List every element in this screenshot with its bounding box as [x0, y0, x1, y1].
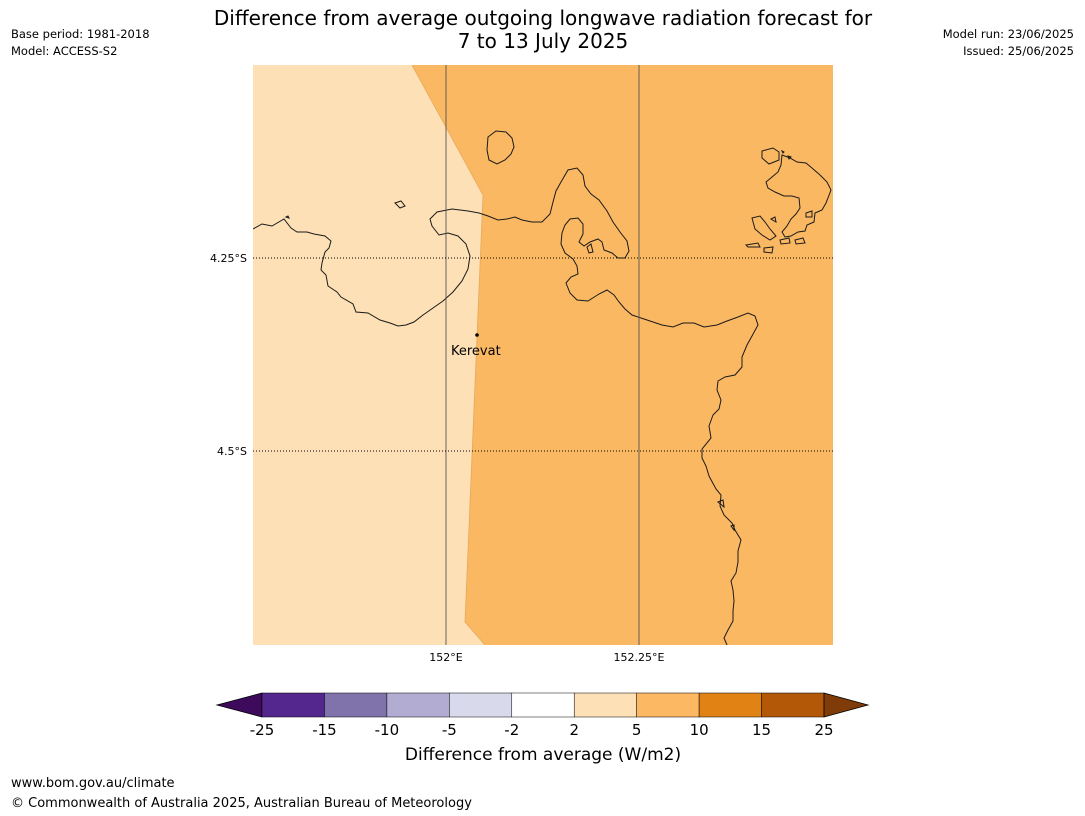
coastline: [253, 130, 832, 645]
meta-right: Model run: 23/06/2025 Issued: 25/06/2025: [943, 26, 1074, 60]
title-line-1: Difference from average outgoing longwav…: [213, 6, 873, 30]
colorbar-tick-label: 15: [752, 721, 771, 739]
colorbar-segment: [386, 692, 450, 718]
colorbar-segment: [573, 692, 637, 718]
footer-copyright: © Commonwealth of Australia 2025, Austra…: [11, 796, 472, 811]
colorbar-tick-label: 2: [569, 721, 579, 739]
east-band: [412, 65, 833, 645]
colorbar-segment: [761, 692, 825, 718]
title-line-2: 7 to 13 July 2025: [457, 29, 629, 53]
band-boundary: [411, 65, 486, 645]
colorbar-tick-label: -10: [375, 721, 400, 739]
base-period-text: Base period: 1981-2018: [11, 27, 150, 41]
colorbar-tick-label: 25: [814, 721, 833, 739]
kerevat-marker: [475, 333, 479, 337]
lat-label-1: 4.25°S: [210, 252, 247, 265]
colorbar-segment: [511, 692, 575, 718]
colorbar-tick-label: -25: [250, 721, 275, 739]
colorbar-tick-label: -15: [312, 721, 337, 739]
colorbar-segment: [449, 692, 513, 718]
colorbar-tick-label: 5: [632, 721, 642, 739]
lat-label-2: 4.5°S: [217, 445, 247, 458]
colorbar-segment: [261, 692, 325, 718]
colorbar-tick-label: -2: [504, 721, 519, 739]
kerevat-label: Kerevat: [451, 344, 501, 359]
colorbar-segment: [636, 692, 700, 718]
model-text: Model: ACCESS-S2: [11, 44, 118, 58]
lon-label-1: 152°E: [429, 651, 462, 664]
meta-left: Base period: 1981-2018 Model: ACCESS-S2: [11, 26, 150, 60]
map-title: Difference from average outgoing longwav…: [143, 7, 943, 53]
colorbar-segment: [698, 692, 762, 718]
colorbar-segment: [324, 692, 388, 718]
lon-label-2: 152.25°E: [614, 651, 665, 664]
colorbar-tick-label: 10: [690, 721, 709, 739]
colorbar-extend-high: [823, 692, 870, 718]
colorbar-label: Difference from average (W/m2): [404, 745, 682, 765]
issued-text: Issued: 25/06/2025: [963, 44, 1074, 58]
model-run-text: Model run: 23/06/2025: [942, 27, 1074, 41]
footer-url[interactable]: www.bom.gov.au/climate: [11, 776, 175, 791]
colorbar-tick-label: -5: [442, 721, 457, 739]
colorbar-extend-low: [215, 692, 263, 718]
map-panel: Kerevat: [253, 65, 833, 645]
colorbar: -25 -15 -10 -5 -2 2 5 10 15 25: [215, 692, 870, 739]
